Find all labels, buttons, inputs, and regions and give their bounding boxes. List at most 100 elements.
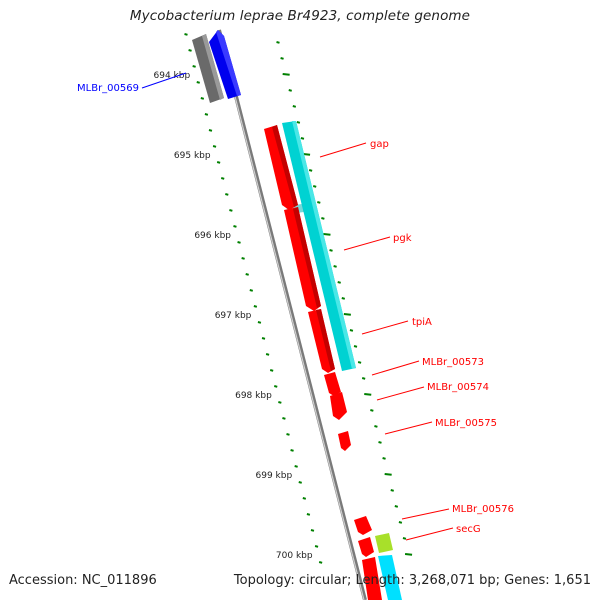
tick-dash xyxy=(308,169,313,172)
gene-leader-line xyxy=(401,508,450,520)
tick-dash xyxy=(353,345,358,348)
blast-hit-green xyxy=(375,533,393,553)
tick-dash xyxy=(200,97,205,100)
tick-dash xyxy=(282,73,290,76)
gene-label-mlbr_00575[interactable]: MLBr_00575 xyxy=(435,418,497,429)
tick-dash xyxy=(384,473,392,476)
gray-feature xyxy=(192,34,224,103)
tick-dash xyxy=(220,177,225,180)
tick-dash xyxy=(394,505,399,508)
tick-dash xyxy=(374,425,378,428)
tick-dash xyxy=(329,249,333,252)
tick-dash xyxy=(343,313,351,316)
tick-label: 698 kbp xyxy=(235,391,272,401)
gene-label-gap[interactable]: gap xyxy=(370,139,389,150)
tick-dash xyxy=(280,57,284,60)
gene-leader-line xyxy=(384,421,433,435)
tick-dash xyxy=(257,321,262,324)
tick-dash xyxy=(292,105,297,108)
blast-hit-cyan-lower xyxy=(378,555,402,600)
tick-label: 700 kbp xyxy=(276,551,313,561)
gene-label-mlbr_00573[interactable]: MLBr_00573 xyxy=(422,357,484,368)
gene-label-tpia[interactable]: tpiA xyxy=(412,317,432,328)
gene-label-mlbr_00569[interactable]: MLBr_00569 xyxy=(77,83,139,94)
tick-dash xyxy=(208,129,213,132)
tick-dash xyxy=(321,217,325,220)
tick-dash xyxy=(306,513,311,516)
tick-dash xyxy=(188,49,192,52)
tick-dash xyxy=(294,465,298,468)
tick-dash xyxy=(265,353,270,356)
tick-dash xyxy=(378,441,382,444)
tick-dash xyxy=(298,481,302,484)
tick-dash xyxy=(398,521,403,524)
tick-dash xyxy=(269,369,274,372)
tick-dash xyxy=(229,209,233,212)
tick-dash xyxy=(361,377,366,380)
tick-dash xyxy=(278,401,282,404)
gene-label-mlbr_00576[interactable]: MLBr_00576 xyxy=(452,504,514,515)
tick-dash xyxy=(349,329,354,332)
tick-dash xyxy=(212,145,217,148)
tick-dash xyxy=(216,161,221,164)
tick-dash xyxy=(204,113,209,116)
tick-dash xyxy=(184,33,188,36)
tick-dash xyxy=(286,433,290,436)
tick-label: 696 kbp xyxy=(194,231,231,241)
tick-dash xyxy=(237,241,241,244)
tick-dash xyxy=(282,417,286,420)
tick-label: 695 kbp xyxy=(174,151,211,161)
tick-dash xyxy=(341,297,346,300)
tick-dash xyxy=(390,489,394,492)
tick-label: 699 kbp xyxy=(256,471,293,481)
gene-leader-line xyxy=(319,142,367,158)
gene-arrows xyxy=(264,125,382,600)
gene-label-secg[interactable]: secG xyxy=(456,524,481,535)
tick-dash xyxy=(314,545,319,548)
tick-dash xyxy=(318,561,323,564)
tick-labels: 694 kbp 695 kbp 696 kbp 697 kbp 698 kbp 699 k… xyxy=(154,71,313,561)
tick-dash xyxy=(364,393,372,396)
gene-label-pgk[interactable]: pgk xyxy=(393,233,412,244)
tick-dash xyxy=(290,449,294,452)
tick-dash xyxy=(241,257,245,260)
gene-leader-line xyxy=(361,320,409,335)
gene-leader-line xyxy=(141,72,187,89)
genome-summary-text: Topology: circular; Length: 3,268,071 bp… xyxy=(233,573,591,588)
tick-dash xyxy=(404,553,413,556)
tick-dash xyxy=(402,537,407,540)
tick-dash xyxy=(249,289,254,292)
tick-dash xyxy=(300,137,305,140)
accession-text: Accession: NC_011896 xyxy=(9,573,157,588)
tick-dash xyxy=(333,265,337,268)
tick-dash xyxy=(317,201,321,204)
tick-label: 694 kbp xyxy=(154,71,191,81)
tick-dash xyxy=(323,233,331,236)
gene-MLBr_00569-shape xyxy=(209,30,241,99)
tick-dash xyxy=(253,305,258,308)
tick-dash xyxy=(370,409,374,412)
tick-dash xyxy=(261,337,266,340)
tick-dash xyxy=(337,281,341,284)
tick-dash xyxy=(276,41,280,44)
tick-dot-tracks xyxy=(184,33,413,564)
gene-leader-line xyxy=(405,527,454,541)
tick-label: 697 kbp xyxy=(215,311,252,321)
tick-dash xyxy=(357,361,362,364)
tick-dash xyxy=(382,457,386,460)
tick-dash xyxy=(233,225,237,228)
tick-dash xyxy=(245,273,249,276)
gene-label-mlbr_00574[interactable]: MLBr_00574 xyxy=(427,382,489,393)
tick-dash xyxy=(310,529,315,532)
tick-dash xyxy=(196,81,200,84)
tick-dash xyxy=(288,89,292,92)
genome-title: Mycobacterium leprae Br4923, complete ge… xyxy=(129,8,471,24)
gene-leader-line xyxy=(376,386,425,401)
genome-backbone xyxy=(217,29,367,600)
gene-leader-line xyxy=(343,236,391,251)
tick-dash xyxy=(225,193,229,196)
tick-dash xyxy=(192,65,196,68)
tick-dash xyxy=(274,385,278,388)
